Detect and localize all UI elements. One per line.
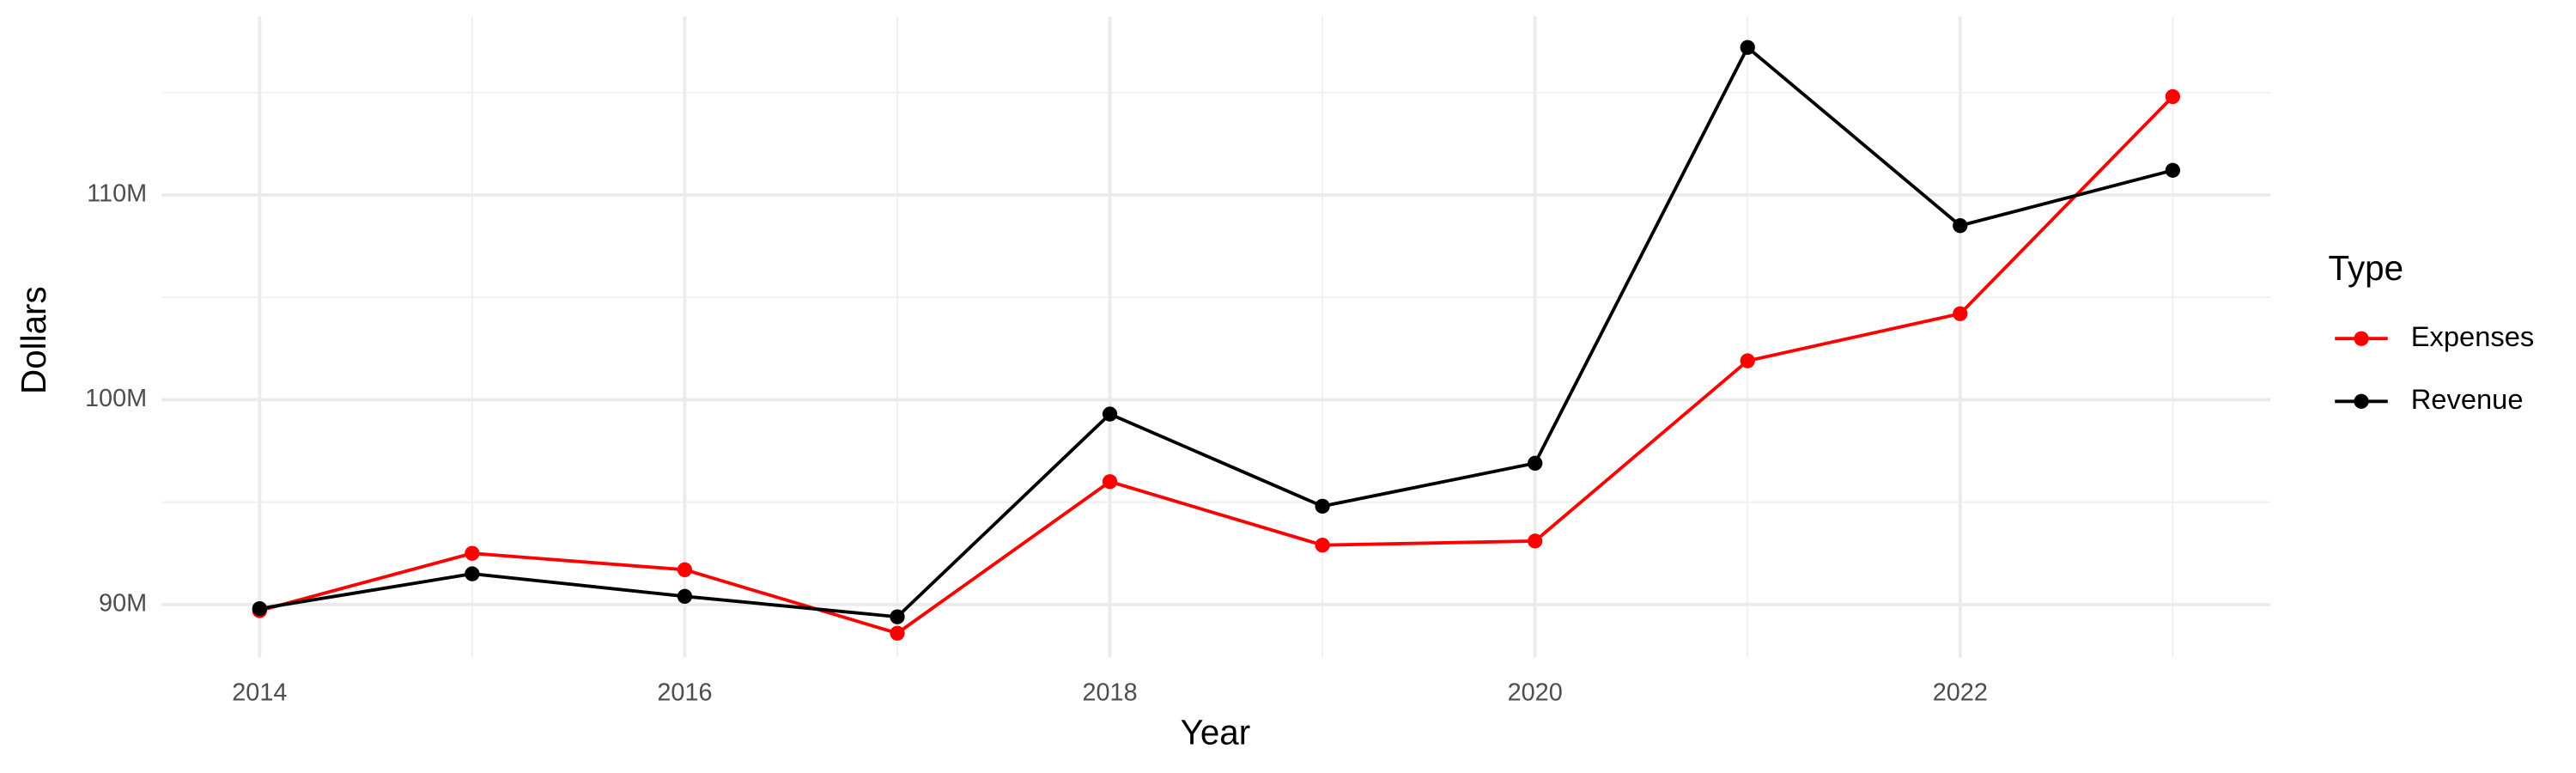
data-point: [1953, 218, 1968, 234]
data-point: [1102, 474, 1118, 490]
x-tick-label: 2016: [657, 679, 712, 706]
legend-title: Type: [2329, 248, 2404, 288]
data-point: [1528, 533, 1543, 549]
y-tick-label: 90M: [99, 589, 147, 617]
y-tick-label: 100M: [85, 385, 147, 412]
y-tick-label: 110M: [87, 180, 147, 208]
data-point: [2165, 88, 2181, 105]
data-point: [1315, 538, 1330, 553]
x-tick-label: 2020: [1508, 679, 1563, 706]
data-point: [677, 588, 693, 604]
data-point: [1740, 40, 1755, 55]
legend-key: [2354, 393, 2369, 409]
data-point: [465, 566, 480, 581]
x-tick-label: 2022: [1933, 679, 1988, 706]
data-point: [2165, 162, 2181, 178]
legend-key: [2354, 331, 2369, 346]
data-point: [890, 625, 905, 641]
data-point: [1102, 406, 1118, 422]
data-point: [1315, 498, 1330, 514]
data-point: [1740, 353, 1755, 368]
data-point: [252, 600, 267, 617]
y-axis-label: Dollars: [14, 286, 53, 394]
data-point: [1528, 455, 1543, 471]
data-point: [890, 609, 905, 624]
legend-label: Revenue: [2411, 383, 2524, 415]
data-point: [465, 545, 480, 561]
data-point: [1953, 306, 1968, 321]
x-axis-label: Year: [1181, 712, 1251, 752]
x-tick-label: 2018: [1082, 679, 1137, 706]
series-line: [259, 45, 2173, 619]
legend-label: Expenses: [2411, 320, 2535, 352]
series-line: [258, 95, 2174, 636]
data-point: [677, 562, 693, 577]
x-tick-label: 2014: [232, 679, 287, 706]
